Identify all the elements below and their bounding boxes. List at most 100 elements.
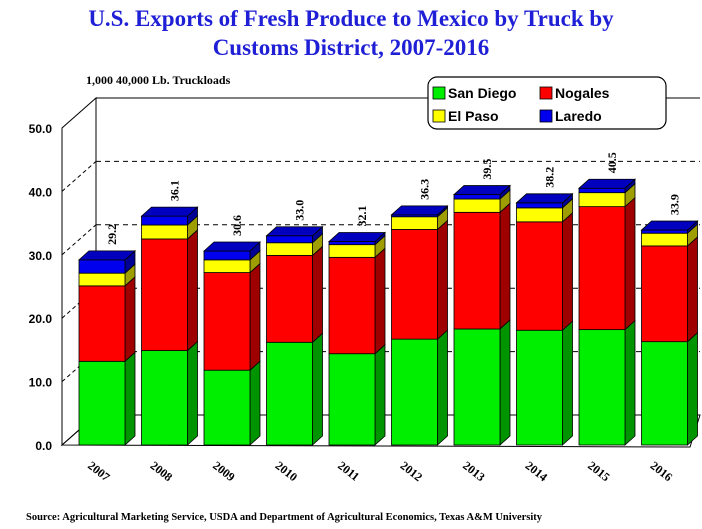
bar-el-paso	[328, 244, 376, 258]
bar-el-paso	[203, 259, 251, 273]
y-axis-ticks: 0.0 10.0 20.0 30.0 40.0 50.0	[29, 122, 53, 453]
x-tick-label: 2010	[273, 458, 301, 484]
chart-title: U.S. Exports of Fresh Produce to Mexico …	[0, 4, 702, 62]
bar-el-paso	[141, 224, 188, 240]
bar-san-diego	[578, 329, 626, 446]
data-label: 39.5	[480, 159, 494, 180]
bar-nogales	[391, 229, 438, 340]
bar-side-san-diego	[124, 351, 136, 446]
bar-side-san-diego	[187, 340, 198, 446]
x-tick-label: 2007	[85, 458, 113, 484]
bar-side-nogales	[312, 245, 323, 344]
bar-laredo	[78, 259, 126, 274]
data-label: 30.6	[230, 215, 244, 236]
bar-side-san-diego	[374, 343, 386, 446]
bar-san-diego	[453, 328, 501, 446]
legend-swatch-san-diego	[432, 86, 446, 100]
bar-el-paso	[78, 272, 126, 287]
y-axis-label: 1,000 40,000 Lb. Truckloads	[86, 73, 231, 87]
x-tick-label: 2011	[335, 458, 362, 483]
legend-swatch-nogales	[539, 86, 553, 100]
bar-side-nogales	[374, 247, 386, 355]
bar-top	[640, 220, 699, 231]
bar-side-nogales	[687, 236, 698, 343]
y-tick-label: 20.0	[29, 312, 53, 326]
legend-label-laredo: Laredo	[555, 108, 602, 124]
y-tick-label: 0.0	[35, 439, 52, 453]
chart-title-line-2: Customs District, 2007-2016	[212, 35, 490, 60]
legend-label-nogales: Nogales	[555, 85, 610, 101]
bar-san-diego	[391, 338, 438, 446]
bar-nogales	[141, 238, 188, 351]
bar-top	[390, 205, 449, 216]
bars	[77, 178, 699, 446]
data-label: 36.1	[168, 180, 182, 201]
bar-nogales	[78, 285, 126, 362]
legend-swatch-el-paso	[432, 109, 446, 123]
bar-top	[265, 226, 324, 237]
bar-nogales	[266, 255, 313, 343]
bar-side-san-diego	[562, 320, 573, 446]
bar-side-nogales	[187, 229, 198, 352]
gridline-side	[61, 161, 97, 192]
data-labels: 29.2 36.1 30.6 33.0 32.1 36.3 39.5 38.2 40.5 33.9	[105, 152, 682, 245]
bar-laredo	[453, 194, 501, 200]
x-tick-label: 2016	[648, 458, 676, 484]
legend-label-el-paso: El Paso	[448, 108, 499, 124]
bar-side-nogales	[562, 211, 573, 332]
bar-el-paso	[578, 192, 626, 208]
y-tick-label: 40.0	[29, 185, 53, 199]
bar-side-nogales	[249, 262, 261, 372]
bar-top	[77, 250, 137, 261]
x-axis-ticks: 2007 2008 2009 2010 2011 2012 2013 2014 2015 2016	[85, 458, 675, 484]
chart-title-line-1: U.S. Exports of Fresh Produce to Mexico …	[88, 6, 614, 31]
y-tick-label: 30.0	[29, 249, 53, 263]
data-label: 40.5	[605, 152, 619, 173]
y-tick-label: 10.0	[29, 376, 53, 390]
data-label: 36.3	[418, 179, 432, 200]
bar-top	[515, 193, 574, 204]
bar-nogales	[328, 256, 376, 355]
bar-el-paso	[453, 198, 501, 213]
x-tick-label: 2012	[398, 458, 426, 484]
y-tick-label: 50.0	[29, 122, 53, 136]
bar-side-san-diego	[624, 319, 636, 446]
bar-nogales	[641, 245, 688, 343]
bar-side-san-diego	[687, 331, 698, 446]
bar-laredo	[641, 229, 688, 234]
bar-laredo	[266, 235, 313, 244]
bar-el-paso	[391, 216, 438, 230]
gridline-side	[61, 224, 97, 256]
x-tick-label: 2009	[210, 458, 238, 484]
bar-nogales	[578, 206, 626, 331]
bar-side-nogales	[624, 196, 636, 331]
bar-san-diego	[641, 341, 688, 446]
data-label: 38.2	[543, 167, 557, 188]
bar-san-diego	[328, 353, 376, 446]
data-label: 33.0	[293, 200, 307, 221]
bar-laredo	[141, 215, 188, 226]
bar-laredo	[328, 241, 376, 246]
bar-side-nogales	[124, 275, 136, 363]
source-note: Source: Agricultural Marketing Service, …	[26, 512, 543, 523]
data-label: 32.1	[355, 205, 369, 226]
bar-san-diego	[516, 329, 563, 446]
bar-top	[327, 232, 387, 242]
bar-el-paso	[516, 207, 563, 223]
data-label: 33.9	[668, 194, 682, 215]
bar-side-san-diego	[499, 319, 511, 446]
legend-box	[427, 76, 667, 130]
bar-nogales	[203, 272, 251, 371]
legend-label-san-diego: San Diego	[448, 85, 516, 101]
bar-san-diego	[203, 369, 251, 446]
bar-laredo	[203, 250, 251, 261]
bar-top	[140, 206, 199, 217]
bar-side-san-diego	[437, 329, 448, 446]
x-tick-label: 2008	[148, 458, 176, 484]
data-label: 29.2	[105, 224, 119, 245]
x-tick-label: 2014	[523, 458, 551, 484]
x-tick-label: 2015	[585, 458, 613, 484]
bar-el-paso	[641, 232, 688, 247]
bar-top	[202, 241, 262, 252]
